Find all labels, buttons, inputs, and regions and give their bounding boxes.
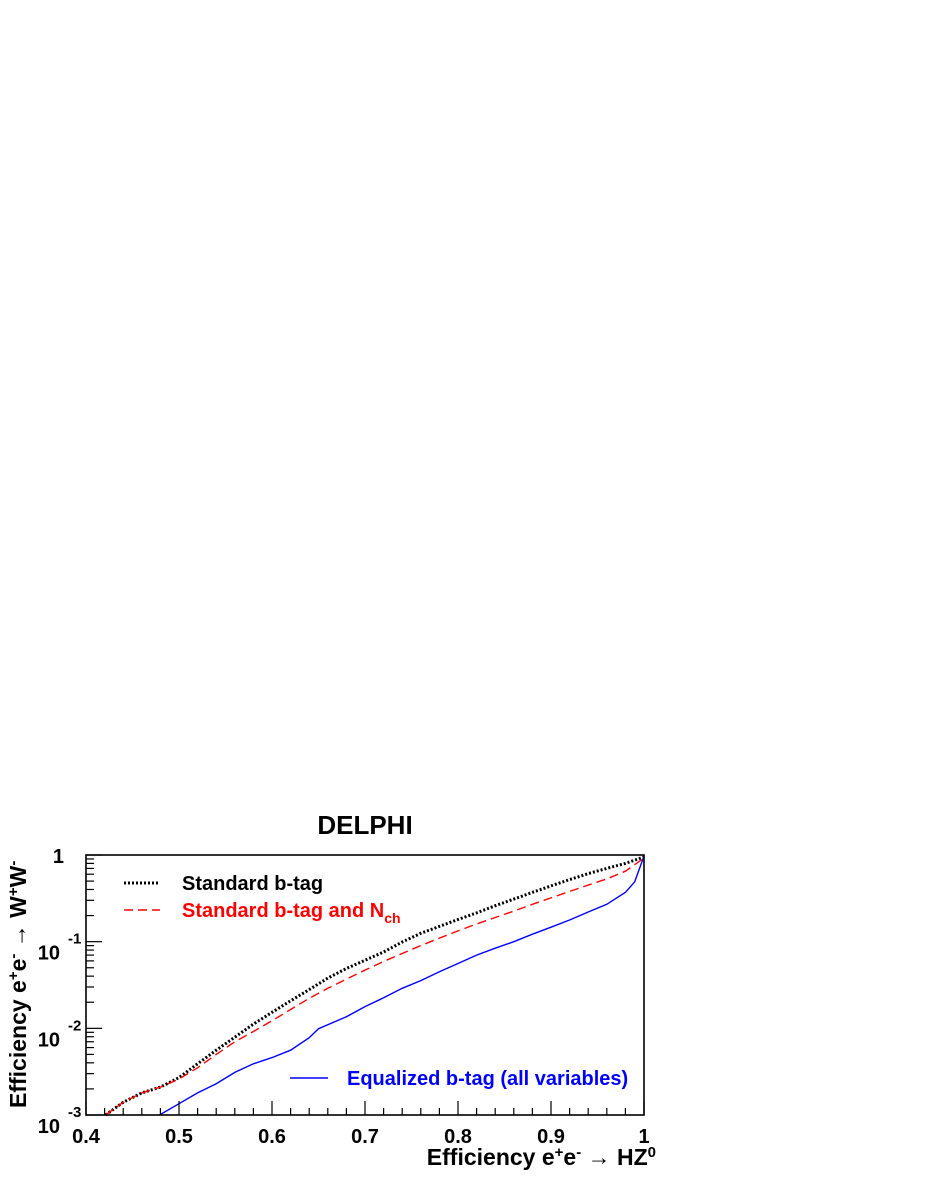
y-tick-label: 1 (53, 846, 64, 868)
y-tick-label-exponent: -1 (68, 931, 81, 948)
x-axis-label: Efficiency e+e- → HZ0 (427, 1144, 656, 1171)
y-axis-label: Efficiency e+e- → W+W- (5, 861, 32, 1108)
x-tick-label: 0.9 (537, 1126, 565, 1148)
x-tick-label: 0.6 (258, 1126, 286, 1148)
x-axis: 0.4 0.5 0.6 0.7 0.8 0.9 1 (72, 1101, 650, 1148)
y-axis: 1 10 -1 10 -2 10 -3 (38, 846, 102, 1138)
chart-title: DELPHI (317, 810, 412, 840)
y-tick-label-exponent: -3 (68, 1104, 81, 1121)
y-tick-label-base: 10 (38, 1116, 60, 1138)
legend-label-equalized-btag: Equalized b-tag (all variables) (347, 1068, 628, 1090)
series-line-0 (104, 855, 645, 1117)
y-tick-label-base: 10 (38, 1029, 60, 1051)
legend-label-standard-btag-nch: Standard b-tag and Nch (182, 900, 401, 926)
legend-label-standard-btag: Standard b-tag (182, 873, 323, 895)
x-tick-label: 0.5 (165, 1126, 193, 1148)
series-line-2 (159, 855, 645, 1116)
plot-area (104, 855, 645, 1117)
series-line-1 (105, 857, 645, 1116)
legend-label-nch-sub: ch (384, 910, 400, 926)
legend: Standard b-tag Standard b-tag and Nch Eq… (124, 873, 628, 1090)
legend-label-nch-main: Standard b-tag and N (182, 900, 384, 922)
y-tick-label-exponent: -2 (68, 1017, 81, 1034)
x-tick-label: 1 (638, 1126, 649, 1148)
x-tick-label: 0.7 (351, 1126, 379, 1148)
x-tick-label: 0.4 (72, 1126, 101, 1148)
y-tick-label-base: 10 (38, 943, 60, 965)
x-tick-label: 0.8 (444, 1126, 472, 1148)
